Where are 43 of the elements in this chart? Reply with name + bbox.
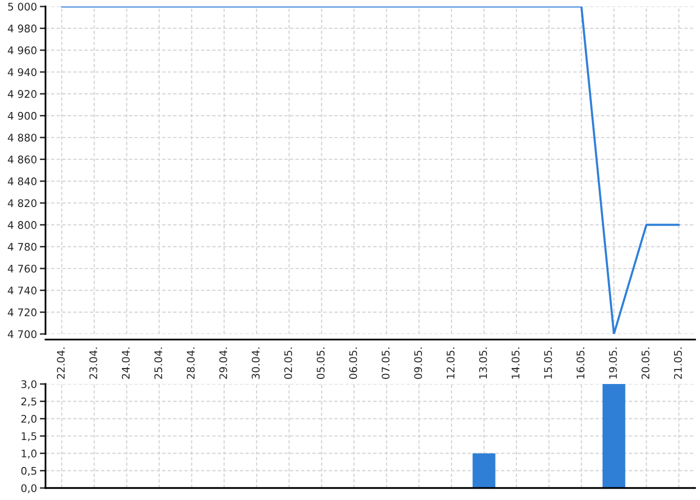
y-tick-label: 4 800 [8,221,36,229]
x-tick-label: 21.05. [674,348,682,379]
x-tick-label: 28.04. [186,348,195,379]
y-tick-label: 4 960 [8,46,36,54]
y-tick-label: 4 820 [8,199,36,208]
x-tick-label: 05.05. [316,348,325,379]
x-tick-label: 22.04. [56,348,65,379]
y-tick-label: 4 760 [8,264,36,273]
x-tick-label: 30.04. [252,348,260,379]
y-tick-label: 4 720 [8,308,36,316]
x-tick-label: 14.05. [512,348,520,378]
x-tick-label: 06.05. [349,348,358,379]
y-tick-label: 4 860 [8,156,36,164]
x-tick-label: 15.05. [544,348,552,378]
y-tick-label: 4 780 [8,242,36,251]
y-tick-label: 4 920 [8,90,36,98]
y-tick-label: 1,0 [22,450,36,458]
x-tick-label: 24.04. [122,348,130,379]
y-tick-label: 0,0 [21,484,36,494]
y-tick-label: 1,5 [22,432,36,442]
x-tick-label: 13.05. [479,348,487,378]
x-tick-label: 12.05. [446,348,455,378]
y-tick-label: 3,0 [21,380,36,390]
x-tick-label: 09.05. [414,348,422,379]
y-tick-label: 4 900 [8,112,36,120]
y-tick-label: 5 000 [8,2,36,11]
x-tick-label: 19.05. [609,348,617,378]
x-tick-label: 02.05. [284,348,292,379]
y-tick-label: 4 740 [8,286,36,294]
x-tick-label: 07.05. [382,348,390,379]
y-tick-label: 4 700 [8,330,36,338]
y-tick-label: 4 880 [8,134,36,142]
y-tick-label: 4 940 [8,68,36,76]
x-tick-label: 29.04. [219,348,228,379]
y-tick-label: 0,5 [21,466,36,476]
x-tick-label: 20.05. [642,348,650,379]
x-tick-label: 23.04. [89,348,98,379]
y-tick-label: 4 980 [8,24,36,32]
y-tick-label: 2,0 [21,414,36,424]
y-tick-label: 2,5 [21,398,36,406]
x-tick-label: 25.04. [154,348,162,379]
x-tick-label: 16.05. [576,348,584,378]
y-tick-label: 4 840 [8,177,36,186]
